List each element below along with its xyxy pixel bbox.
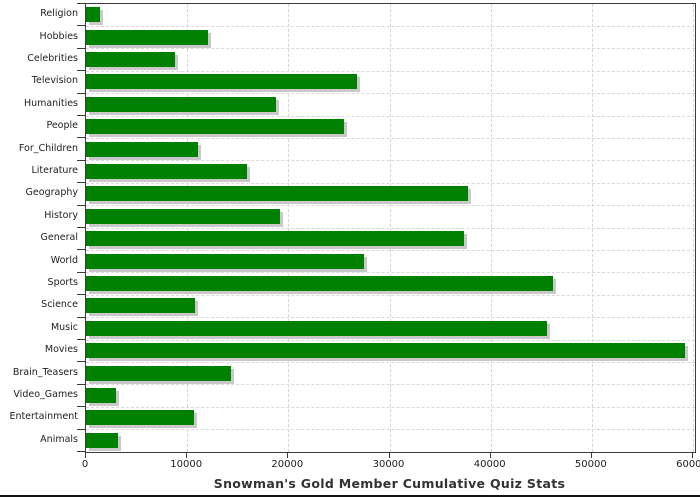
x-tick-label: 50000 xyxy=(574,459,607,470)
horizontal-gridline xyxy=(86,317,695,319)
bar xyxy=(86,29,208,45)
bar xyxy=(86,74,357,90)
y-tick xyxy=(77,406,85,408)
x-tick-label: 20000 xyxy=(271,459,304,470)
category-label: History xyxy=(44,209,78,221)
y-tick xyxy=(77,115,85,116)
y-tick xyxy=(77,3,85,4)
y-tick xyxy=(77,159,85,161)
horizontal-gridline xyxy=(86,339,695,341)
horizontal-gridline xyxy=(86,182,695,184)
x-tick xyxy=(287,452,289,458)
y-tick xyxy=(77,271,85,273)
x-tick xyxy=(85,452,86,458)
bar xyxy=(86,186,468,202)
horizontal-gridline xyxy=(86,384,695,386)
category-label: Movies xyxy=(44,344,78,356)
bar xyxy=(86,253,364,269)
x-tick xyxy=(692,452,693,458)
x-tick-label: 0 xyxy=(81,459,89,470)
horizontal-gridline xyxy=(86,115,695,117)
category-label: Humanities xyxy=(23,97,78,109)
y-tick xyxy=(77,316,85,318)
bar xyxy=(86,276,553,291)
y-tick xyxy=(77,227,85,228)
x-tick xyxy=(590,452,592,458)
category-label: Video_Games xyxy=(13,389,78,400)
bar xyxy=(86,231,464,247)
category-label: Hobbies xyxy=(39,30,78,42)
y-tick xyxy=(77,361,85,363)
horizontal-gridline xyxy=(86,160,695,162)
bar xyxy=(86,365,231,381)
y-tick xyxy=(77,47,85,49)
horizontal-gridline xyxy=(86,361,695,363)
category-label: Animals xyxy=(40,433,78,445)
bar xyxy=(86,388,116,403)
horizontal-gridline xyxy=(86,406,695,408)
bar xyxy=(86,410,194,426)
y-tick xyxy=(77,339,85,340)
horizontal-gridline xyxy=(86,48,695,50)
category-label: General xyxy=(40,232,78,244)
horizontal-gridline xyxy=(86,137,695,139)
bar xyxy=(86,298,195,314)
horizontal-gridline xyxy=(86,93,695,95)
y-tick xyxy=(77,294,85,296)
category-label: Geography xyxy=(25,187,78,199)
category-label: World xyxy=(50,254,78,266)
y-tick xyxy=(77,137,85,139)
x-tick-label: 40000 xyxy=(473,459,506,470)
bar xyxy=(86,164,247,179)
horizontal-gridline xyxy=(86,70,695,72)
bar xyxy=(86,141,198,157)
bar xyxy=(86,208,280,224)
bar xyxy=(86,320,547,336)
bar xyxy=(86,96,276,112)
category-label: Television xyxy=(31,75,78,87)
category-label: Celebrities xyxy=(27,53,78,64)
horizontal-gridline xyxy=(86,227,695,229)
bar xyxy=(86,52,175,67)
horizontal-gridline xyxy=(86,294,695,296)
bar xyxy=(86,432,118,448)
y-tick xyxy=(77,383,85,385)
category-label: Literature xyxy=(31,165,78,176)
x-tick-label: 30000 xyxy=(372,459,405,470)
x-tick-label: 10000 xyxy=(170,459,203,470)
horizontal-gridline xyxy=(86,272,695,274)
horizontal-gridline xyxy=(86,429,695,431)
y-tick xyxy=(77,249,85,251)
category-label: Music xyxy=(50,321,78,333)
chart-title: Snowman's Gold Member Cumulative Quiz St… xyxy=(213,476,566,491)
bar xyxy=(86,343,685,359)
y-tick xyxy=(77,92,85,94)
plot-area xyxy=(85,3,696,453)
x-tick-label: 60000 xyxy=(676,459,700,470)
y-tick xyxy=(77,70,85,72)
bar xyxy=(86,119,344,135)
category-label: Science xyxy=(41,299,78,311)
y-tick xyxy=(77,204,85,206)
horizontal-gridline xyxy=(86,249,695,251)
category-label: Brain_Teasers xyxy=(12,366,78,378)
bar xyxy=(86,7,100,23)
horizontal-gridline xyxy=(86,25,695,27)
y-tick xyxy=(77,428,85,430)
bottom-rule xyxy=(0,495,700,497)
horizontal-gridline xyxy=(86,205,695,207)
category-label: Religion xyxy=(40,8,78,20)
x-tick xyxy=(186,452,188,458)
y-tick xyxy=(77,182,85,184)
category-label: People xyxy=(46,120,78,132)
category-label: For_Children xyxy=(18,142,78,154)
x-tick xyxy=(388,452,390,458)
category-label: Entertainment xyxy=(9,411,78,423)
x-tick xyxy=(489,452,491,458)
category-label: Sports xyxy=(47,277,78,288)
y-tick xyxy=(77,25,85,27)
y-tick xyxy=(77,451,85,452)
